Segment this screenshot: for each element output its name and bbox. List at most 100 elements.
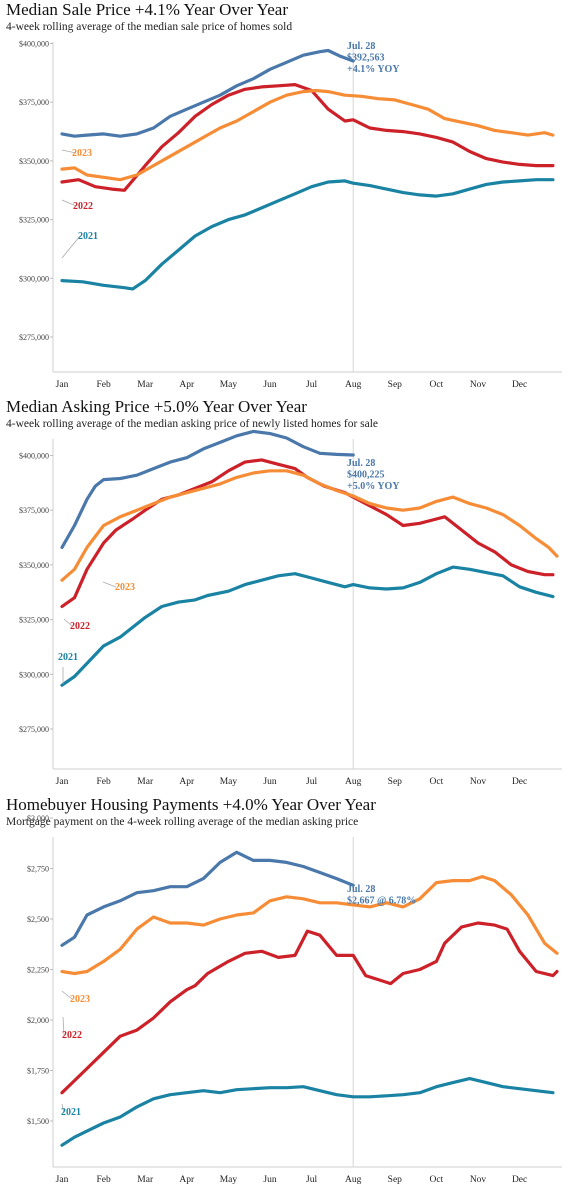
x-tick-label: Nov [470, 1175, 487, 1185]
series-label-2021: 2021 [58, 652, 78, 663]
current-value-annotation: +5.0% YOY [347, 481, 400, 492]
x-tick-label: Oct [430, 777, 444, 787]
x-tick-label: Mar [137, 777, 154, 787]
label-leader-line [62, 1016, 65, 1036]
series-label-2023: 2023 [115, 582, 135, 593]
series-line-2023 [60, 469, 559, 582]
x-tick-label: Feb [96, 380, 111, 390]
chart-title: Median Asking Price +5.0% Year Over Year [6, 397, 307, 416]
chart-title: Median Sale Price +4.1% Year Over Year [6, 0, 289, 19]
chart-title: Homebuyer Housing Payments +4.0% Year Ov… [6, 795, 376, 814]
y-tick-label: $3,000 [27, 814, 49, 823]
current-value-annotation: $400,225 [347, 470, 385, 481]
x-tick-label: Apr [179, 380, 195, 390]
x-tick-label: Jun [263, 777, 276, 787]
x-tick-label: Jan [56, 380, 69, 390]
x-tick-label: Oct [430, 380, 444, 390]
y-tick-label: $2,000 [27, 1016, 49, 1025]
median-sale-price-panel: Median Sale Price +4.1% Year Over Year 4… [0, 0, 570, 395]
label-leader-line [61, 235, 81, 259]
x-tick-label: Sep [388, 380, 403, 390]
series-label-2023: 2023 [70, 994, 90, 1005]
current-value-annotation: +4.1% YOY [347, 64, 400, 75]
x-tick-label: May [220, 777, 238, 787]
series-line-2021 [60, 565, 555, 687]
label-leader-line [102, 581, 117, 588]
series-line-2023 [60, 88, 555, 182]
x-tick-label: Jul [306, 777, 317, 787]
x-tick-label: May [220, 380, 238, 390]
series-line-current [60, 48, 355, 138]
series-label-2022: 2022 [73, 201, 93, 212]
current-value-annotation: $2,667 @ 6.78% [347, 896, 416, 907]
y-tick-label: $275,000 [19, 333, 49, 342]
x-tick-label: Jul [306, 1175, 317, 1185]
series-label-2022: 2022 [62, 1030, 82, 1041]
x-tick-label: Jul [306, 380, 317, 390]
series-line-2022 [60, 921, 559, 1095]
y-tick-label: $375,000 [19, 506, 49, 515]
median-sale-price-chart: $275,000 $300,000 $325,000 $350,000 $375,000… [19, 40, 562, 390]
x-tick-label: Jun [263, 380, 276, 390]
chart-subtitle: 4-week rolling average of the median ask… [6, 418, 379, 430]
series-line-2021 [60, 178, 555, 291]
x-tick-label: Dec [512, 777, 527, 787]
x-tick-label: Jan [56, 777, 69, 787]
x-tick-label: Oct [430, 1175, 444, 1185]
y-tick-label: $1,500 [27, 1117, 49, 1126]
median-asking-price-chart: $275,000 $300,000 $325,000 $350,000 $375,000… [19, 429, 562, 787]
y-tick-label: $2,750 [27, 865, 49, 874]
y-tick-label: $375,000 [19, 98, 49, 107]
x-tick-label: Aug [345, 777, 362, 787]
y-tick-label: $325,000 [19, 216, 49, 225]
y-tick-label: $350,000 [19, 157, 49, 166]
series-label-2021: 2021 [61, 1107, 81, 1118]
y-tick-label: $2,250 [27, 966, 49, 975]
label-leader-line [61, 990, 73, 1000]
x-tick-label: Jun [263, 1175, 276, 1185]
x-tick-label: Sep [388, 777, 403, 787]
label-leader-line [61, 199, 77, 207]
series-line-current [60, 429, 355, 549]
current-value-annotation: $392,563 [347, 53, 385, 64]
x-tick-label: Feb [96, 777, 111, 787]
median-asking-price-panel: Median Asking Price +5.0% Year Over Year… [0, 397, 570, 792]
y-tick-label: $350,000 [19, 561, 49, 570]
x-tick-label: Aug [345, 1175, 362, 1185]
y-tick-label: $400,000 [19, 452, 49, 461]
series-line-current [60, 850, 355, 947]
x-tick-label: Apr [179, 777, 195, 787]
series-label-2023: 2023 [72, 148, 92, 159]
x-tick-label: Dec [512, 1175, 527, 1185]
x-tick-label: Nov [470, 777, 487, 787]
chart-subtitle: 4-week rolling average of the median sal… [6, 21, 293, 33]
series-line-2021 [60, 1077, 555, 1147]
x-tick-label: Apr [179, 1175, 195, 1185]
current-value-annotation: Jul. 28 [347, 884, 375, 895]
x-tick-label: May [220, 1175, 238, 1185]
y-tick-label: $300,000 [19, 670, 49, 679]
series-label-2022: 2022 [70, 621, 90, 632]
label-leader-line [61, 149, 77, 154]
x-tick-label: Aug [345, 380, 362, 390]
y-tick-label: $2,500 [27, 915, 49, 924]
chart-subtitle: Mortgage payment on the 4-week rolling a… [6, 816, 359, 828]
label-leader-line [61, 1103, 65, 1114]
y-tick-label: $400,000 [19, 40, 49, 49]
x-tick-label: Mar [137, 380, 154, 390]
x-tick-label: Jan [56, 1175, 69, 1185]
x-tick-label: Mar [137, 1175, 154, 1185]
x-tick-label: Feb [96, 1175, 111, 1185]
y-tick-label: $325,000 [19, 616, 49, 625]
current-value-annotation: Jul. 28 [347, 458, 375, 469]
y-tick-label: $275,000 [19, 725, 49, 734]
housing-payments-panel: Homebuyer Housing Payments +4.0% Year Ov… [0, 795, 570, 1190]
series-line-2023 [60, 875, 559, 976]
x-tick-label: Dec [512, 380, 527, 390]
housing-payments-chart: $1,500 $1,750 $2,000 $2,250 $2,500 $2,750 $3,0… [27, 814, 562, 1185]
label-leader-line [63, 618, 73, 627]
y-tick-label: $300,000 [19, 274, 49, 283]
x-tick-label: Nov [470, 380, 487, 390]
series-label-2021: 2021 [78, 231, 98, 242]
current-value-annotation: Jul. 28 [347, 41, 375, 52]
